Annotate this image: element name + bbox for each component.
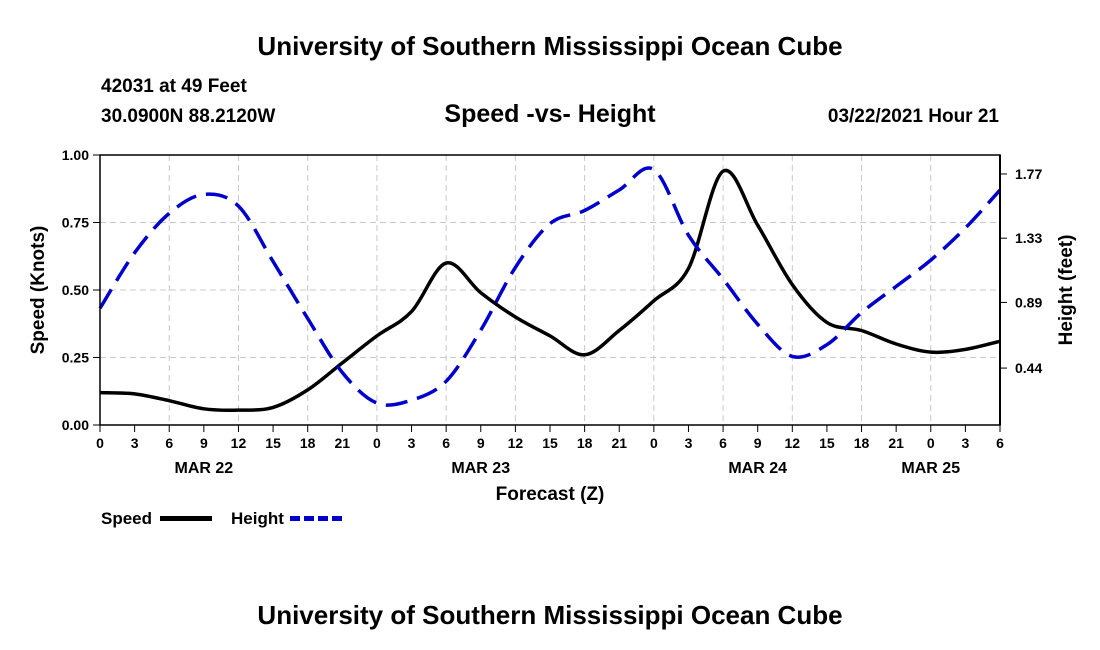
x-tick-label: 18 (300, 435, 316, 451)
x-tick-label: 9 (477, 435, 485, 451)
x-tick-label: 18 (854, 435, 870, 451)
legend-speed-label: Speed (101, 509, 153, 528)
height-series-line (98, 166, 1002, 407)
x-tick-label: 3 (961, 435, 969, 451)
x-tick-label: 6 (165, 435, 173, 451)
x-tick-label: 6 (996, 435, 1004, 451)
x-tick-label: 0 (96, 435, 104, 451)
x-tick-label: 9 (200, 435, 208, 451)
x-tick-label: 15 (542, 435, 558, 451)
x-tick-label: 15 (265, 435, 281, 451)
series-layer (98, 166, 1002, 412)
date-hour-label: 03/22/2021 Hour 21 (827, 106, 999, 127)
x-tick-label: 21 (335, 435, 351, 451)
x-tick-label: 3 (685, 435, 693, 451)
x-tick-label: 0 (373, 435, 381, 451)
x-tick-label: 21 (611, 435, 627, 451)
x-axis-title: Forecast (Z) (496, 484, 605, 505)
x-tick-label: 3 (131, 435, 139, 451)
y-right-tick-label: 1.77 (1015, 166, 1042, 182)
x-tick-label: 0 (650, 435, 658, 451)
x-tick-label: 3 (408, 435, 416, 451)
y-axis-title-left: Speed (Knots) (28, 226, 49, 355)
legend-height-swatch (290, 516, 342, 521)
date-label: MAR 24 (728, 460, 787, 477)
x-tick-label: 18 (577, 435, 593, 451)
axes: 0 3 6 9 12 15 18 21 0 3 6 9 12 15 18 21 0 3 6 9 12 15 18 21 0 3 6M… (62, 147, 1043, 477)
date-label: MAR 22 (175, 460, 234, 477)
legend-speed-swatch (160, 516, 212, 521)
x-tick-label: 12 (231, 435, 247, 451)
x-tick-label: 0 (927, 435, 935, 451)
y-tick-label: 0.00 (62, 417, 89, 433)
date-label: MAR 25 (901, 460, 960, 477)
grid (100, 155, 1000, 425)
y-tick-label: 1.00 (62, 147, 89, 163)
x-tick-label: 6 (719, 435, 727, 451)
y-right-tick-label: 1.33 (1015, 230, 1042, 246)
x-tick-label: 12 (508, 435, 524, 451)
bottom-title: University of Southern Mississippi Ocean… (257, 600, 843, 630)
date-label: MAR 23 (451, 460, 510, 477)
y-tick-label: 0.25 (62, 350, 89, 366)
x-tick-label: 6 (442, 435, 450, 451)
x-tick-label: 15 (819, 435, 835, 451)
y-axis-title-right: Height (feet) (1056, 235, 1077, 346)
y-tick-label: 0.50 (62, 282, 89, 298)
station-label: 42031 at 49 Feet (101, 76, 247, 97)
top-title: University of Southern Mississippi Ocean… (257, 31, 843, 61)
y-right-tick-label: 0.89 (1015, 294, 1042, 310)
x-tick-label: 12 (785, 435, 801, 451)
x-tick-label: 9 (754, 435, 762, 451)
y-right-tick-label: 0.44 (1015, 360, 1042, 376)
legend-height-label: Height (231, 509, 284, 528)
coordinates-label: 30.0900N 88.2120W (101, 106, 276, 127)
x-tick-label: 21 (888, 435, 904, 451)
chart-title: Speed -vs- Height (444, 100, 656, 128)
y-tick-label: 0.75 (62, 215, 89, 231)
